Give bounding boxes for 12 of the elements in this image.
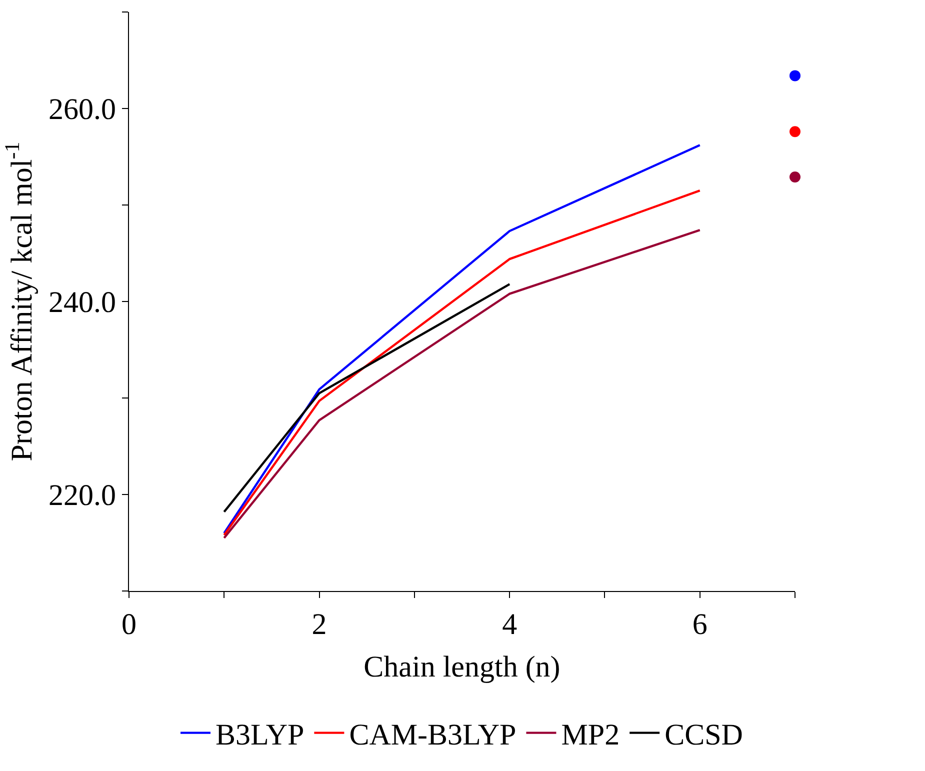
y-tick-label: 240.0 [48, 286, 116, 319]
x-tick-label: 4 [502, 608, 518, 641]
x-tick-label: 6 [692, 608, 708, 641]
legend-label: B3LYP [216, 718, 304, 752]
x-tick-label: 0 [122, 608, 136, 641]
legend-label: CCSD [664, 718, 743, 752]
legend-label: MP2 [561, 718, 620, 752]
x-axis-title: Chain length (n) [364, 650, 560, 684]
legend-label: CAM-B3LYP [349, 718, 516, 752]
y-tick-label: 260.0 [48, 93, 116, 126]
y-tick-label: 220.0 [48, 479, 116, 512]
x-tick-label: 2 [312, 608, 327, 641]
